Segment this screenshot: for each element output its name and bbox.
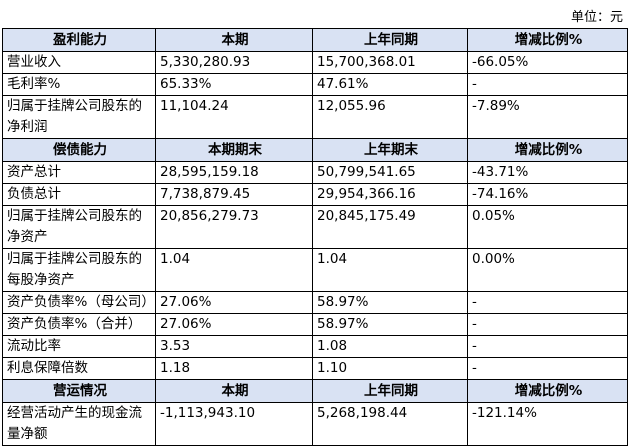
data-cell: 50,799,541.65 — [312, 161, 468, 184]
data-cell: 15,700,368.01 — [312, 51, 468, 74]
data-cell: 3.53 — [155, 335, 313, 358]
data-cell: -1,113,943.10 — [155, 402, 313, 446]
data-cell: 0.00% — [467, 248, 628, 292]
data-cell: 7,738,879.45 — [155, 183, 313, 206]
data-cell: 27.06% — [155, 291, 313, 314]
data-cell: 11,104.24 — [155, 95, 313, 139]
data-cell: - — [467, 357, 628, 380]
row-label: 归属于挂牌公司股东的每股净资产 — [2, 248, 156, 292]
data-cell: 5,330,280.93 — [155, 51, 313, 74]
header-cell: 盈利能力 — [2, 28, 156, 52]
data-cell: 5,268,198.44 — [312, 402, 468, 446]
header-cell: 增减比例% — [467, 379, 628, 403]
row-label: 资产负债率%（母公司） — [2, 291, 156, 314]
data-cell: -7.89% — [467, 95, 628, 139]
data-row: 归属于挂牌公司股东的净资产 20,856,279.73 20,845,175.49 0… — [2, 205, 628, 249]
data-cell: 0.05% — [467, 205, 628, 249]
row-label: 资产负债率%（合并） — [2, 313, 156, 336]
data-cell: - — [467, 291, 628, 314]
data-cell: - — [467, 73, 628, 96]
data-cell: 1.18 — [155, 357, 313, 380]
data-cell: -121.14% — [467, 402, 628, 446]
data-row: 营业收入 5,330,280.93 15,700,368.01 -66.05% — [2, 51, 628, 74]
data-cell: 1.04 — [155, 248, 313, 292]
header-cell: 上年期末 — [312, 138, 468, 162]
data-cell: 20,856,279.73 — [155, 205, 313, 249]
data-cell: 65.33% — [155, 73, 313, 96]
data-cell: -74.16% — [467, 183, 628, 206]
header-cell: 营运情况 — [2, 379, 156, 403]
header-row: 营运情况 本期 上年同期 增减比例% — [2, 379, 628, 403]
row-label: 经营活动产生的现金流量净额 — [2, 402, 156, 446]
page: 单位：元 盈利能力 本期 上年同期 增减比例% 营业收入 5,330,280.93 15,7… — [2, 10, 628, 446]
row-label: 归属于挂牌公司股东的净利润 — [2, 95, 156, 139]
data-cell: -43.71% — [467, 161, 628, 184]
row-label: 毛利率% — [2, 73, 156, 96]
data-row: 归属于挂牌公司股东的每股净资产 1.04 1.04 0.00% — [2, 248, 628, 292]
header-cell: 本期 — [155, 28, 313, 52]
data-row: 流动比率 3.53 1.08- — [2, 335, 628, 358]
data-row: 归属于挂牌公司股东的净利润 11,104.24 12,055.96 -7.89% — [2, 95, 628, 139]
unit-label: 单位：元 — [570, 10, 623, 25]
header-cell: 上年同期 — [312, 379, 468, 403]
data-cell: 1.08 — [312, 335, 468, 358]
header-cell: 本期 — [155, 379, 313, 403]
data-cell: 27.06% — [155, 313, 313, 336]
data-cell: 47.61% — [312, 73, 468, 96]
data-cell: 28,595,159.18 — [155, 161, 313, 184]
header-cell: 偿债能力 — [2, 138, 156, 162]
header-cell: 上年同期 — [312, 28, 468, 52]
data-cell: -66.05% — [467, 51, 628, 74]
row-label: 归属于挂牌公司股东的净资产 — [2, 205, 156, 249]
header-row: 盈利能力 本期 上年同期 增减比例% — [2, 28, 628, 52]
row-label: 资产总计 — [2, 161, 156, 184]
data-row: 毛利率% 65.33% 47.61% - — [2, 73, 628, 96]
data-cell: - — [467, 335, 628, 358]
data-row: 资产总计 28,595,159.18 50,799,541.65 -43.71% — [2, 161, 628, 184]
header-row: 偿债能力 本期期末 上年期末 增减比例% — [2, 138, 628, 162]
data-row: 资产负债率%（母公司） 27.06% 58.97% - — [2, 291, 628, 314]
header-cell: 增减比例% — [467, 28, 628, 52]
row-label: 负债总计 — [2, 183, 156, 206]
data-cell: 58.97% — [312, 313, 468, 336]
data-cell: - — [467, 313, 628, 336]
data-cell: 20,845,175.49 — [312, 205, 468, 249]
data-cell: 1.10 — [312, 357, 468, 380]
financial-table: 盈利能力 本期 上年同期 增减比例% 营业收入 5,330,280.93 15,700,36… — [2, 28, 628, 446]
row-label: 营业收入 — [2, 51, 156, 74]
data-row: 利息保障倍数 1.18 1.10- — [2, 357, 628, 380]
data-row: 经营活动产生的现金流量净额 -1,113,943.10 5,268,198.44 -1… — [2, 402, 628, 446]
header-cell: 增减比例% — [467, 138, 628, 162]
data-cell: 1.04 — [312, 248, 468, 292]
row-label: 流动比率 — [2, 335, 156, 358]
header-cell: 本期期末 — [155, 138, 313, 162]
data-cell: 58.97% — [312, 291, 468, 314]
data-row: 负债总计 7,738,879.45 29,954,366.16 -74.16% — [2, 183, 628, 206]
data-cell: 12,055.96 — [312, 95, 468, 139]
data-cell: 29,954,366.16 — [312, 183, 468, 206]
data-row: 资产负债率%（合并） 27.06% 58.97% - — [2, 313, 628, 336]
row-label: 利息保障倍数 — [2, 357, 156, 380]
